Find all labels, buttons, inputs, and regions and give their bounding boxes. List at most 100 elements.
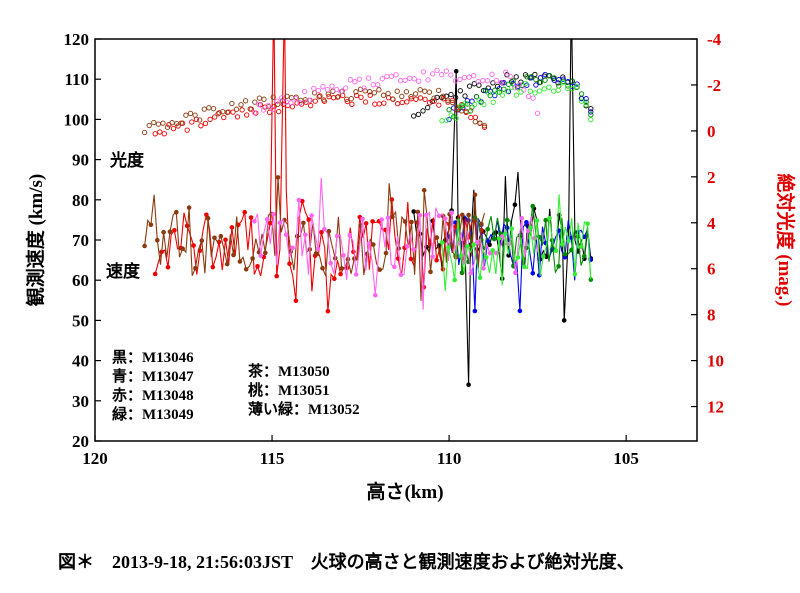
brightness-point [252,99,258,105]
velocity-point [264,217,270,222]
annotation-velocity: 速度 [106,261,141,281]
brightness-point [288,100,294,106]
velocity-point [530,271,536,276]
velocity-point [326,228,332,234]
brightness-point [357,86,364,92]
velocity-point [258,253,264,258]
brightness-point [384,73,390,80]
tick-label: 2 [707,168,716,187]
brightness-point [297,99,303,106]
velocity-point [479,221,484,227]
velocity-point [398,272,404,278]
brightness-point [446,116,452,123]
brightness-point [471,72,477,79]
brightness-point [276,108,282,115]
brightness-point [394,88,400,94]
brightness-point [397,78,404,84]
velocity-point [212,235,217,241]
brightness-point [588,106,594,112]
brightness-point [490,80,496,86]
brightness-point [532,90,538,96]
brightness-point [471,101,478,108]
brightness-point [215,111,221,117]
velocity-point [328,260,334,266]
brightness-point [425,77,431,83]
velocity-point [408,256,414,262]
velocity-point [481,266,486,271]
right-axis: -4 -2 0 2 4 6 8 10 12 [691,30,724,417]
velocity-point [417,213,423,218]
brightness-point [468,108,474,114]
tick-label: 8 [707,306,716,325]
brightness-point [523,80,529,87]
brightness-point [546,73,553,79]
brightness-point [448,91,454,98]
brightness-point [333,86,340,93]
velocity-point [366,241,372,246]
series-M13048 [152,0,488,314]
brightness-point [362,88,368,94]
brightness-point [329,83,335,89]
brightness-point [466,74,472,80]
velocity-point [186,205,192,210]
velocity-point [585,221,590,226]
velocity-point [572,272,578,277]
brightness-point [527,88,533,94]
brightness-point [356,76,363,82]
brightness-point [376,101,382,107]
series-M13047 [446,71,594,314]
figure-caption: 図＊ 2013-9-18, 21:56:03JST 火球の高さと観測速度および絶… [58,551,635,572]
brightness-point [565,83,571,89]
series-M13052 [439,80,594,292]
brightness-point [256,95,263,101]
brightness-point [560,76,566,82]
brightness-point [583,102,589,108]
brightness-point [569,78,576,84]
brightness-point [485,90,492,96]
velocity-point [428,269,433,275]
velocity-point [274,273,280,279]
brightness-point [461,74,468,81]
velocity-point [472,192,478,198]
legend-entry: 茶：M13050 [248,362,330,380]
brightness-point [518,79,524,85]
brightness-point [448,72,454,78]
velocity-point [363,221,369,226]
velocity-point [242,209,247,215]
brightness-point [187,110,194,117]
brightness-point [422,96,428,103]
brightness-point [183,112,189,118]
brightness-point [361,85,367,91]
brightness-point [178,120,184,126]
velocity-point [485,226,491,232]
velocity-point [392,264,397,270]
velocity-point [379,217,385,222]
brightness-point [343,85,349,91]
velocity-point [243,267,249,272]
brightness-point [260,107,267,113]
brightness-point [583,96,589,102]
velocity-point [383,250,389,256]
brightness-point [152,131,158,137]
brightness-point [261,96,267,102]
brightness-point [358,94,364,100]
brightness-point [513,92,520,98]
brightness-point [466,83,473,89]
velocity-point [282,0,287,1]
velocity-point [560,242,565,247]
brightness-point [449,99,456,106]
velocity-point [165,264,171,270]
brightness-point [399,99,405,106]
brightness-point [184,127,190,133]
velocity-point [287,261,292,267]
velocity-point [277,220,283,225]
brightness-point [439,71,445,78]
velocity-point [167,229,173,234]
brightness-point [436,102,442,108]
velocity-point [155,237,160,243]
velocity-point [385,215,391,221]
velocity-point [320,265,325,271]
brightness-point [362,99,369,105]
velocity-point [543,217,548,223]
velocity-point [434,257,439,263]
